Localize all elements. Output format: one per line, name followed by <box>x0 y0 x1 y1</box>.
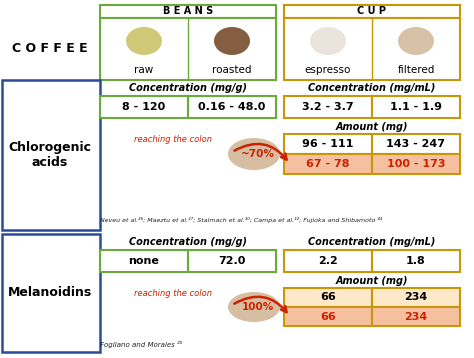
Bar <box>284 96 372 118</box>
Bar <box>284 5 460 18</box>
Bar <box>372 96 460 118</box>
Bar <box>100 96 188 118</box>
Ellipse shape <box>398 27 434 55</box>
Bar <box>100 250 188 272</box>
Text: Melanoidins: Melanoidins <box>8 286 92 300</box>
Text: 1.1 - 1.9: 1.1 - 1.9 <box>390 102 442 112</box>
Text: 143 - 247: 143 - 247 <box>386 139 446 149</box>
Bar <box>100 18 276 80</box>
Bar <box>284 154 372 174</box>
Text: 1.8: 1.8 <box>406 256 426 266</box>
Bar <box>284 250 372 272</box>
Text: 66: 66 <box>320 311 336 321</box>
Text: 0.16 - 48.0: 0.16 - 48.0 <box>198 102 266 112</box>
Text: raw: raw <box>134 65 154 75</box>
Text: 100%: 100% <box>242 302 274 312</box>
Ellipse shape <box>228 292 280 322</box>
Text: Concentration (mg/g): Concentration (mg/g) <box>129 237 247 247</box>
Ellipse shape <box>214 27 250 55</box>
Bar <box>372 134 460 154</box>
Text: espresso: espresso <box>305 65 351 75</box>
Ellipse shape <box>126 27 162 55</box>
Text: none: none <box>128 256 159 266</box>
Bar <box>2 80 100 230</box>
Text: Concentration (mg/g): Concentration (mg/g) <box>129 83 247 93</box>
Text: C U P: C U P <box>357 6 386 16</box>
Text: Chlorogenic
acids: Chlorogenic acids <box>9 141 91 169</box>
Bar <box>284 288 372 307</box>
Bar <box>372 307 460 326</box>
Text: 234: 234 <box>404 292 428 303</box>
Text: Amount (mg): Amount (mg) <box>336 276 408 286</box>
Bar <box>284 307 372 326</box>
Bar <box>372 154 460 174</box>
Bar <box>372 288 460 307</box>
Bar <box>372 250 460 272</box>
Text: Concentration (mg/mL): Concentration (mg/mL) <box>308 237 436 247</box>
Text: 67 - 78: 67 - 78 <box>306 159 350 169</box>
Ellipse shape <box>310 27 346 55</box>
Text: 100 - 173: 100 - 173 <box>387 159 445 169</box>
Bar <box>284 18 460 80</box>
Text: C O F F E E: C O F F E E <box>12 43 88 55</box>
Text: 8 - 120: 8 - 120 <box>122 102 165 112</box>
Text: 66: 66 <box>320 292 336 303</box>
Text: filtered: filtered <box>397 65 435 75</box>
Bar <box>100 5 276 18</box>
Text: B E A N S: B E A N S <box>163 6 213 16</box>
Text: Neveu et al.²⁶; Maeztu et al.²⁷; Stalmach et al.³⁰; Campa et al.³²; Fujioka and : Neveu et al.²⁶; Maeztu et al.²⁷; Stalmac… <box>100 217 383 223</box>
Text: reaching the colon: reaching the colon <box>134 135 212 145</box>
Text: Fogliano and Morales ²⁵: Fogliano and Morales ²⁵ <box>100 340 182 348</box>
Bar <box>2 234 100 352</box>
Text: 2.2: 2.2 <box>318 256 338 266</box>
Bar <box>188 250 276 272</box>
Text: Amount (mg): Amount (mg) <box>336 122 408 132</box>
Text: Concentration (mg/mL): Concentration (mg/mL) <box>308 83 436 93</box>
Text: 3.2 - 3.7: 3.2 - 3.7 <box>302 102 354 112</box>
Bar <box>284 134 372 154</box>
Ellipse shape <box>228 138 280 170</box>
Text: ~70%: ~70% <box>241 149 275 159</box>
Text: roasted: roasted <box>212 65 252 75</box>
Text: 234: 234 <box>404 311 428 321</box>
Text: 72.0: 72.0 <box>219 256 246 266</box>
Text: reaching the colon: reaching the colon <box>134 289 212 298</box>
Bar <box>188 96 276 118</box>
Text: 96 - 111: 96 - 111 <box>302 139 354 149</box>
